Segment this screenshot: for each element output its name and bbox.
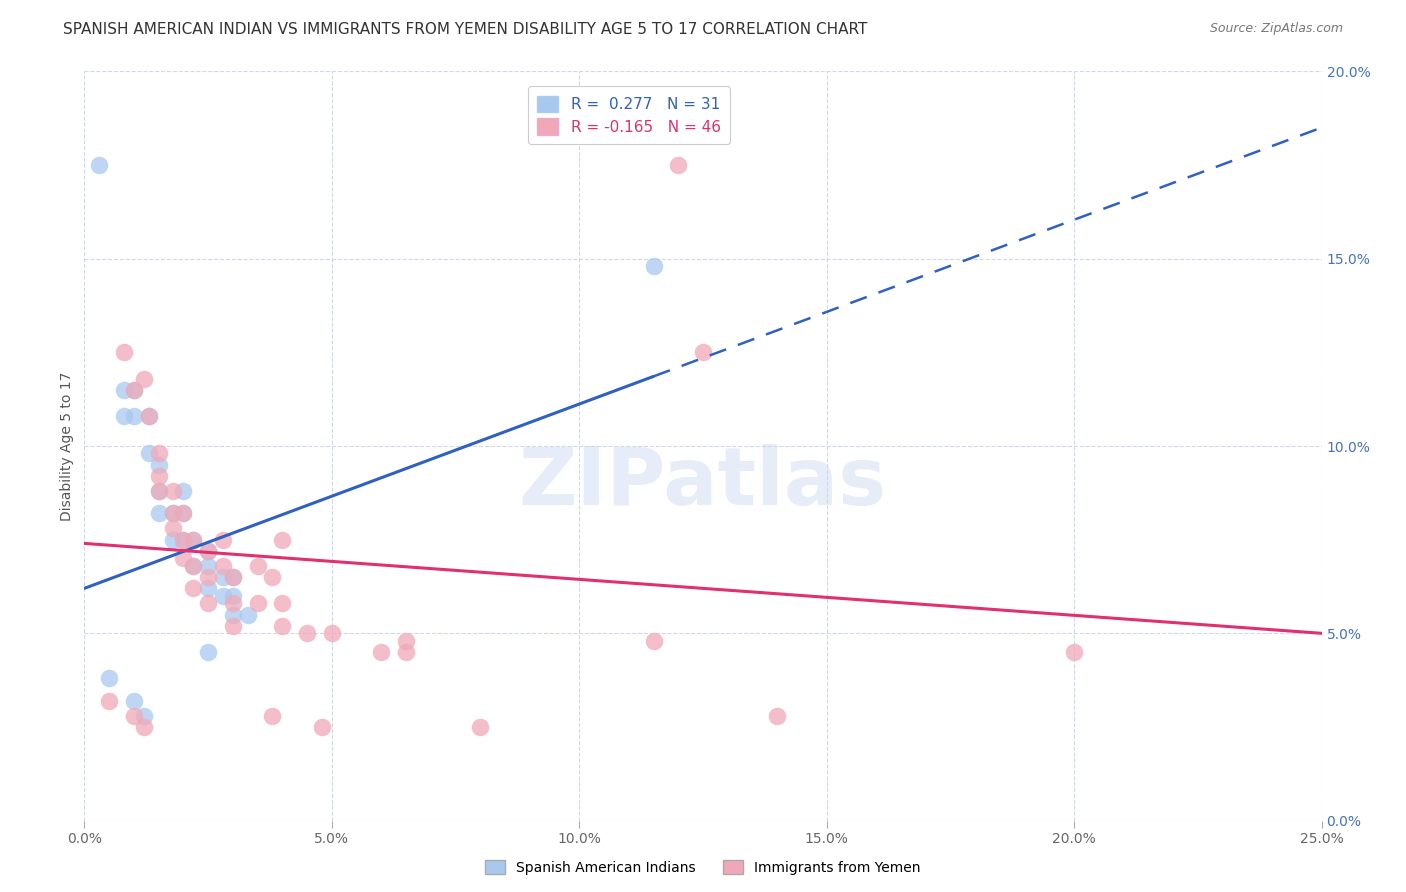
- Point: [666, 158, 689, 172]
- Point: [148, 458, 170, 472]
- Point: [122, 708, 145, 723]
- Point: [222, 607, 245, 622]
- Point: [197, 645, 219, 659]
- Point: [295, 626, 318, 640]
- Point: [138, 446, 160, 460]
- Point: [271, 619, 294, 633]
- Point: [395, 645, 418, 659]
- Point: [212, 533, 235, 547]
- Point: [122, 383, 145, 397]
- Point: [172, 533, 194, 547]
- Point: [246, 558, 269, 573]
- Point: [311, 720, 333, 734]
- Point: [162, 507, 184, 521]
- Point: [98, 671, 121, 685]
- Point: [271, 533, 294, 547]
- Point: [222, 570, 245, 584]
- Point: [370, 645, 392, 659]
- Text: SPANISH AMERICAN INDIAN VS IMMIGRANTS FROM YEMEN DISABILITY AGE 5 TO 17 CORRELAT: SPANISH AMERICAN INDIAN VS IMMIGRANTS FR…: [63, 22, 868, 37]
- Point: [172, 533, 194, 547]
- Point: [112, 383, 135, 397]
- Point: [162, 483, 184, 498]
- Point: [181, 533, 204, 547]
- Point: [212, 589, 235, 603]
- Text: Source: ZipAtlas.com: Source: ZipAtlas.com: [1209, 22, 1343, 36]
- Point: [132, 708, 155, 723]
- Point: [138, 409, 160, 423]
- Point: [132, 371, 155, 385]
- Point: [212, 558, 235, 573]
- Y-axis label: Disability Age 5 to 17: Disability Age 5 to 17: [60, 371, 75, 521]
- Point: [172, 483, 194, 498]
- Point: [222, 596, 245, 610]
- Legend: R =  0.277   N = 31, R = -0.165   N = 46: R = 0.277 N = 31, R = -0.165 N = 46: [527, 87, 730, 145]
- Point: [222, 589, 245, 603]
- Point: [321, 626, 343, 640]
- Point: [766, 708, 789, 723]
- Point: [172, 507, 194, 521]
- Point: [212, 570, 235, 584]
- Point: [89, 158, 111, 172]
- Point: [172, 551, 194, 566]
- Point: [643, 633, 665, 648]
- Point: [148, 469, 170, 483]
- Point: [643, 259, 665, 273]
- Point: [222, 619, 245, 633]
- Point: [236, 607, 259, 622]
- Point: [162, 507, 184, 521]
- Point: [181, 558, 204, 573]
- Point: [262, 570, 284, 584]
- Point: [98, 694, 121, 708]
- Point: [148, 483, 170, 498]
- Point: [112, 345, 135, 359]
- Legend: Spanish American Indians, Immigrants from Yemen: Spanish American Indians, Immigrants fro…: [479, 855, 927, 880]
- Point: [162, 521, 184, 535]
- Point: [222, 570, 245, 584]
- Point: [262, 708, 284, 723]
- Point: [181, 558, 204, 573]
- Point: [692, 345, 714, 359]
- Point: [197, 570, 219, 584]
- Point: [172, 507, 194, 521]
- Point: [181, 582, 204, 596]
- Point: [197, 544, 219, 558]
- Point: [138, 409, 160, 423]
- Point: [148, 483, 170, 498]
- Point: [122, 694, 145, 708]
- Point: [162, 533, 184, 547]
- Point: [246, 596, 269, 610]
- Point: [181, 533, 204, 547]
- Point: [112, 409, 135, 423]
- Point: [122, 383, 145, 397]
- Point: [148, 507, 170, 521]
- Point: [197, 558, 219, 573]
- Point: [122, 409, 145, 423]
- Point: [197, 544, 219, 558]
- Text: ZIPatlas: ZIPatlas: [519, 444, 887, 523]
- Point: [470, 720, 492, 734]
- Point: [197, 582, 219, 596]
- Point: [197, 596, 219, 610]
- Point: [148, 446, 170, 460]
- Point: [395, 633, 418, 648]
- Point: [1063, 645, 1085, 659]
- Point: [132, 720, 155, 734]
- Point: [271, 596, 294, 610]
